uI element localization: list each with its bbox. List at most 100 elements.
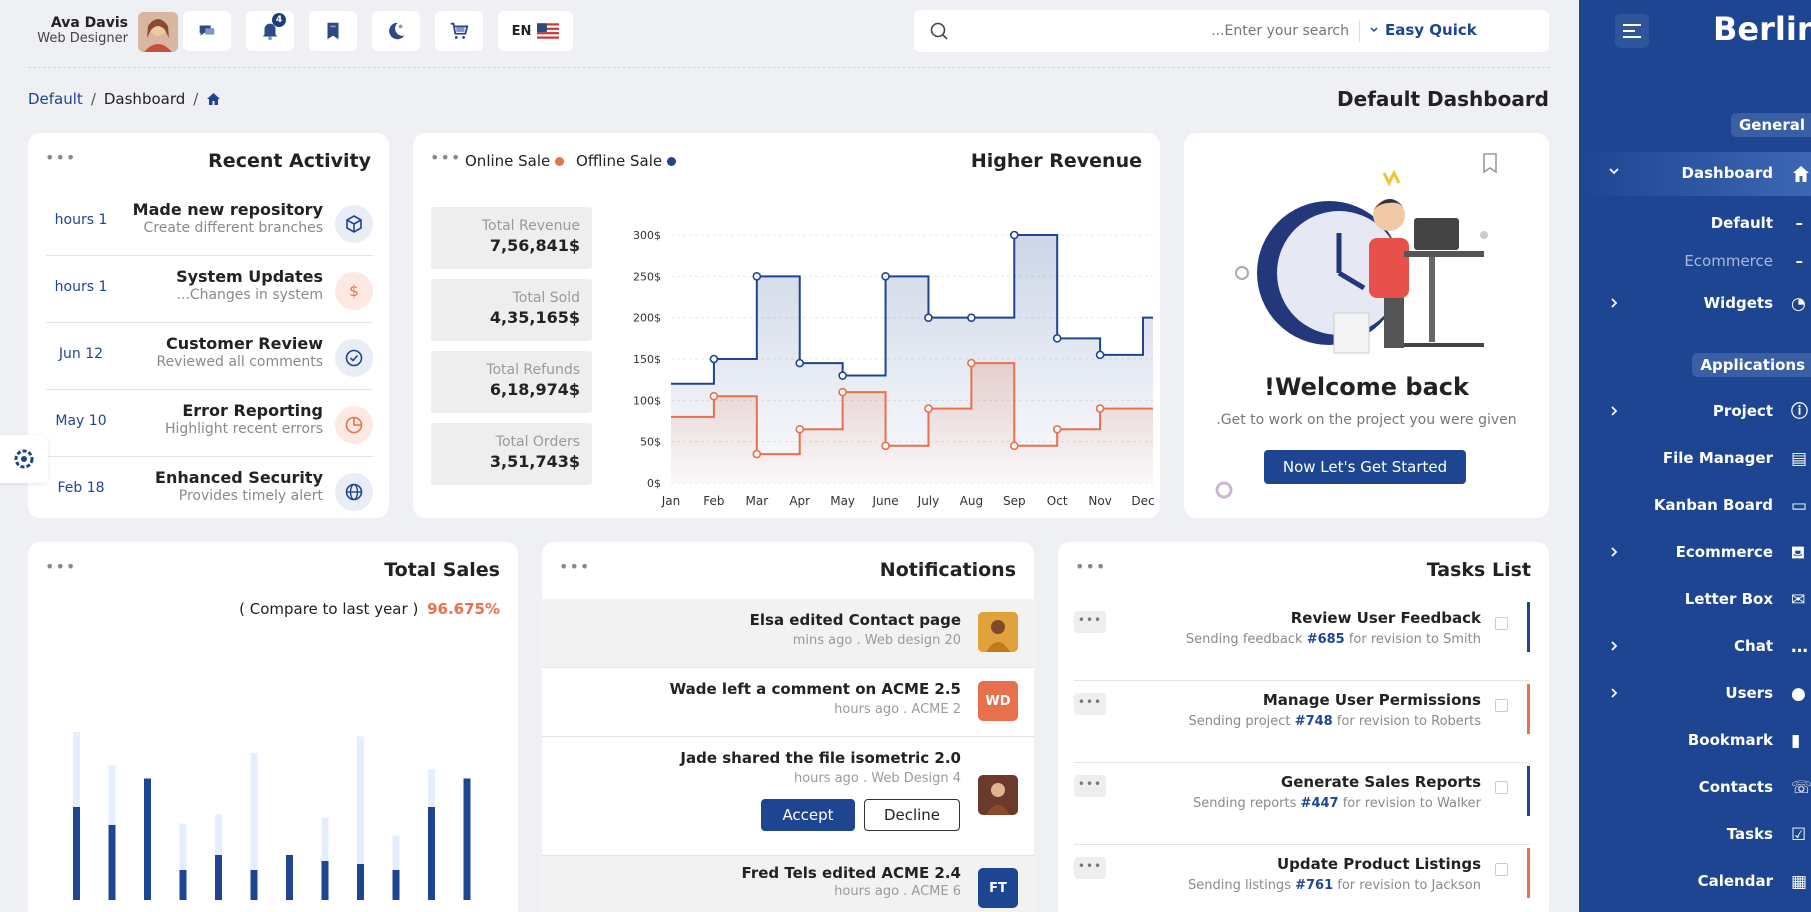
data-point[interactable] xyxy=(1052,334,1062,343)
bar-segment-light[interactable] xyxy=(392,835,400,871)
sidebar-item-ecommerce[interactable]: Ecommerce ⛾ xyxy=(1579,533,1811,573)
bookmark-icon[interactable] xyxy=(1482,153,1498,173)
data-point[interactable] xyxy=(838,371,847,380)
sidebar-toggle-button[interactable] xyxy=(1615,14,1649,48)
sidebar-item-project[interactable]: Project ⓘ xyxy=(1579,392,1811,432)
task-options-button[interactable]: ••• xyxy=(1074,611,1106,633)
bar-segment-dark[interactable] xyxy=(250,870,258,900)
sidebar-subitem-ecommerce[interactable]: Ecommerce – xyxy=(1684,252,1803,270)
bar-segment-light[interactable] xyxy=(321,817,329,862)
bar-segment-dark[interactable] xyxy=(73,807,80,900)
sidebar-item-contacts[interactable]: Contacts ☏ xyxy=(1698,778,1811,798)
more-options-icon[interactable]: ••• xyxy=(559,557,591,576)
home-icon[interactable] xyxy=(206,92,221,106)
more-options-icon[interactable]: ••• xyxy=(45,148,77,167)
data-point[interactable] xyxy=(709,391,719,401)
bar-segment-dark[interactable] xyxy=(321,861,329,900)
easy-quick-dropdown[interactable]: Easy Quick xyxy=(1369,21,1477,39)
data-point[interactable] xyxy=(1009,230,1019,240)
notification-item[interactable]: Jade shared the file isometric 2.0 hours… xyxy=(542,737,1034,856)
task-options-button[interactable]: ••• xyxy=(1074,857,1106,879)
dark-mode-button[interactable] xyxy=(372,11,420,51)
activity-time: hours 1 xyxy=(54,279,108,295)
bar-segment-dark[interactable] xyxy=(392,870,400,900)
data-point[interactable] xyxy=(752,272,762,281)
language-selector[interactable]: EN xyxy=(498,11,573,51)
data-point[interactable] xyxy=(1052,424,1062,434)
more-options-icon[interactable]: ••• xyxy=(45,557,77,576)
get-started-button[interactable]: Now Let's Get Started xyxy=(1264,450,1466,484)
notification-item[interactable]: Elsa edited Contact page mins ago . Web … xyxy=(542,599,1034,668)
sidebar-item-tasks[interactable]: Tasks ☑ xyxy=(1579,815,1811,855)
bar-segment-light[interactable] xyxy=(215,814,222,856)
data-point[interactable] xyxy=(924,313,933,322)
data-point[interactable] xyxy=(881,272,890,281)
sidebar-item-calendar[interactable]: Calendar ▦ xyxy=(1579,862,1811,902)
user-icon: ● xyxy=(1791,684,1806,704)
bar-segment-dark[interactable] xyxy=(215,855,222,900)
notifications-button[interactable]: 4 xyxy=(246,11,294,51)
bar-segment-dark[interactable] xyxy=(179,870,187,900)
data-point[interactable] xyxy=(752,449,762,459)
bar-segment-dark[interactable] xyxy=(463,778,471,901)
bar-segment-light[interactable] xyxy=(108,765,116,825)
x-tick-label: June xyxy=(871,494,898,508)
data-point[interactable] xyxy=(967,313,976,322)
cart-button[interactable] xyxy=(435,11,483,51)
sidebar-item-bookmark[interactable]: Bookmark ▮ xyxy=(1579,721,1811,761)
settings-widget-button[interactable] xyxy=(0,435,48,483)
task-checkbox[interactable] xyxy=(1495,781,1508,794)
user-profile[interactable]: Ava Davis Web Designer xyxy=(28,12,178,52)
data-point[interactable] xyxy=(967,358,976,368)
sidebar-item-users[interactable]: Users ● xyxy=(1579,674,1811,714)
stat-box: Total Refunds 6,18,974$ xyxy=(431,351,592,413)
language-code: EN xyxy=(511,23,532,39)
bookmark-icon xyxy=(327,22,339,40)
data-point[interactable] xyxy=(924,404,933,413)
bar-segment-light[interactable] xyxy=(250,753,258,870)
sidebar-item-letter-box[interactable]: Letter Box ✉ xyxy=(1579,580,1811,620)
bar-segment-light[interactable] xyxy=(73,732,80,807)
bar-segment-dark[interactable] xyxy=(108,825,116,900)
data-point[interactable] xyxy=(709,354,719,364)
task-checkbox[interactable] xyxy=(1495,863,1508,876)
data-point[interactable] xyxy=(1009,441,1019,451)
data-point[interactable] xyxy=(838,387,847,397)
task-checkbox[interactable] xyxy=(1495,617,1508,630)
breadcrumb-dashboard[interactable]: Dashboard xyxy=(103,90,186,108)
task-options-button[interactable]: ••• xyxy=(1074,693,1106,715)
activity-subtitle: ...Changes in system xyxy=(176,287,323,303)
task-checkbox[interactable] xyxy=(1495,699,1508,712)
breadcrumb-default[interactable]: Default xyxy=(28,90,83,108)
chat-button[interactable] xyxy=(183,11,231,51)
bar-segment-light[interactable] xyxy=(179,823,187,871)
sidebar-item-kanban-board[interactable]: Kanban Board ▭ xyxy=(1579,486,1811,526)
notification-item[interactable]: Wade left a comment on ACME 2.5 hours ag… xyxy=(542,668,1034,737)
bar-segment-light[interactable] xyxy=(428,769,435,808)
accept-button[interactable]: Accept xyxy=(761,799,855,831)
bar-segment-dark[interactable] xyxy=(357,864,364,900)
sidebar-item-chat[interactable]: Chat… xyxy=(1579,627,1811,667)
bar-segment-light[interactable] xyxy=(357,736,364,865)
search-icon[interactable] xyxy=(929,21,949,41)
data-point[interactable] xyxy=(795,424,805,434)
data-point[interactable] xyxy=(881,441,890,451)
task-options-button[interactable]: ••• xyxy=(1074,775,1106,797)
bar-segment-dark[interactable] xyxy=(144,778,151,901)
bar-segment-dark[interactable] xyxy=(428,807,435,900)
data-point[interactable] xyxy=(795,358,805,368)
more-options-icon[interactable]: ••• xyxy=(1075,557,1107,576)
decline-button[interactable]: Decline xyxy=(864,799,960,831)
data-point[interactable] xyxy=(1095,404,1105,413)
sidebar-item-file-manager[interactable]: File Manager ▤ xyxy=(1579,439,1811,479)
data-point[interactable] xyxy=(1095,350,1105,360)
search-input[interactable] xyxy=(959,18,1349,44)
bookmark-button[interactable] xyxy=(309,11,357,51)
sidebar-item-widgets[interactable]: Widgets ◔ xyxy=(1579,284,1811,324)
notification-item[interactable]: Fred Tels edited ACME 2.4 hours ago . AC… xyxy=(542,856,1034,912)
more-options-icon[interactable]: ••• xyxy=(430,148,462,167)
bar-segment-dark[interactable] xyxy=(286,855,293,900)
search-bar: Easy Quick xyxy=(914,10,1549,52)
sidebar-subitem-default[interactable]: Default – xyxy=(1710,214,1803,232)
sidebar-item-dashboard[interactable]: Dashboard xyxy=(1579,152,1811,196)
